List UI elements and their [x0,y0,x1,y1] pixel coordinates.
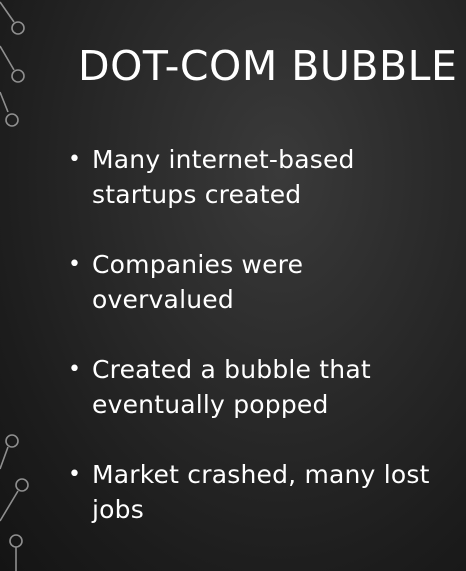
list-item: • Many internet-based startups created [68,142,453,212]
bullet-icon: • [68,252,82,277]
circuit-lines-icon [0,434,29,571]
list-item: • Companies were overvalued [68,247,453,317]
bullet-text: Companies were overvalued [92,250,304,314]
circuit-lines-icon [0,1,25,127]
list-item: • Created a bubble that eventually poppe… [68,352,453,422]
bullet-text: Created a bubble that eventually popped [92,355,371,419]
bullet-list: • Many internet-based startups created •… [68,142,453,527]
bullet-text: Many internet-based startups created [92,145,355,209]
bullet-icon: • [68,147,82,172]
slide-title: DOT-COM BUBBLE [78,42,458,90]
bullet-icon: • [68,357,82,382]
list-item: • Market crashed, many lost jobs [68,457,453,527]
bullet-icon: • [68,462,82,487]
bullet-text: Market crashed, many lost jobs [92,460,430,524]
